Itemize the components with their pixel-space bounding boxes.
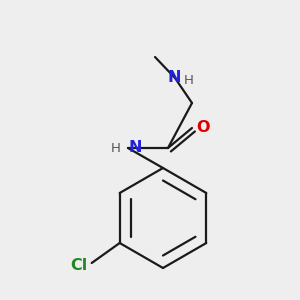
Text: H: H xyxy=(184,74,194,86)
Text: O: O xyxy=(196,119,209,134)
Text: N: N xyxy=(129,140,142,155)
Text: N: N xyxy=(167,70,181,85)
Text: H: H xyxy=(111,142,121,155)
Text: Cl: Cl xyxy=(70,259,88,274)
